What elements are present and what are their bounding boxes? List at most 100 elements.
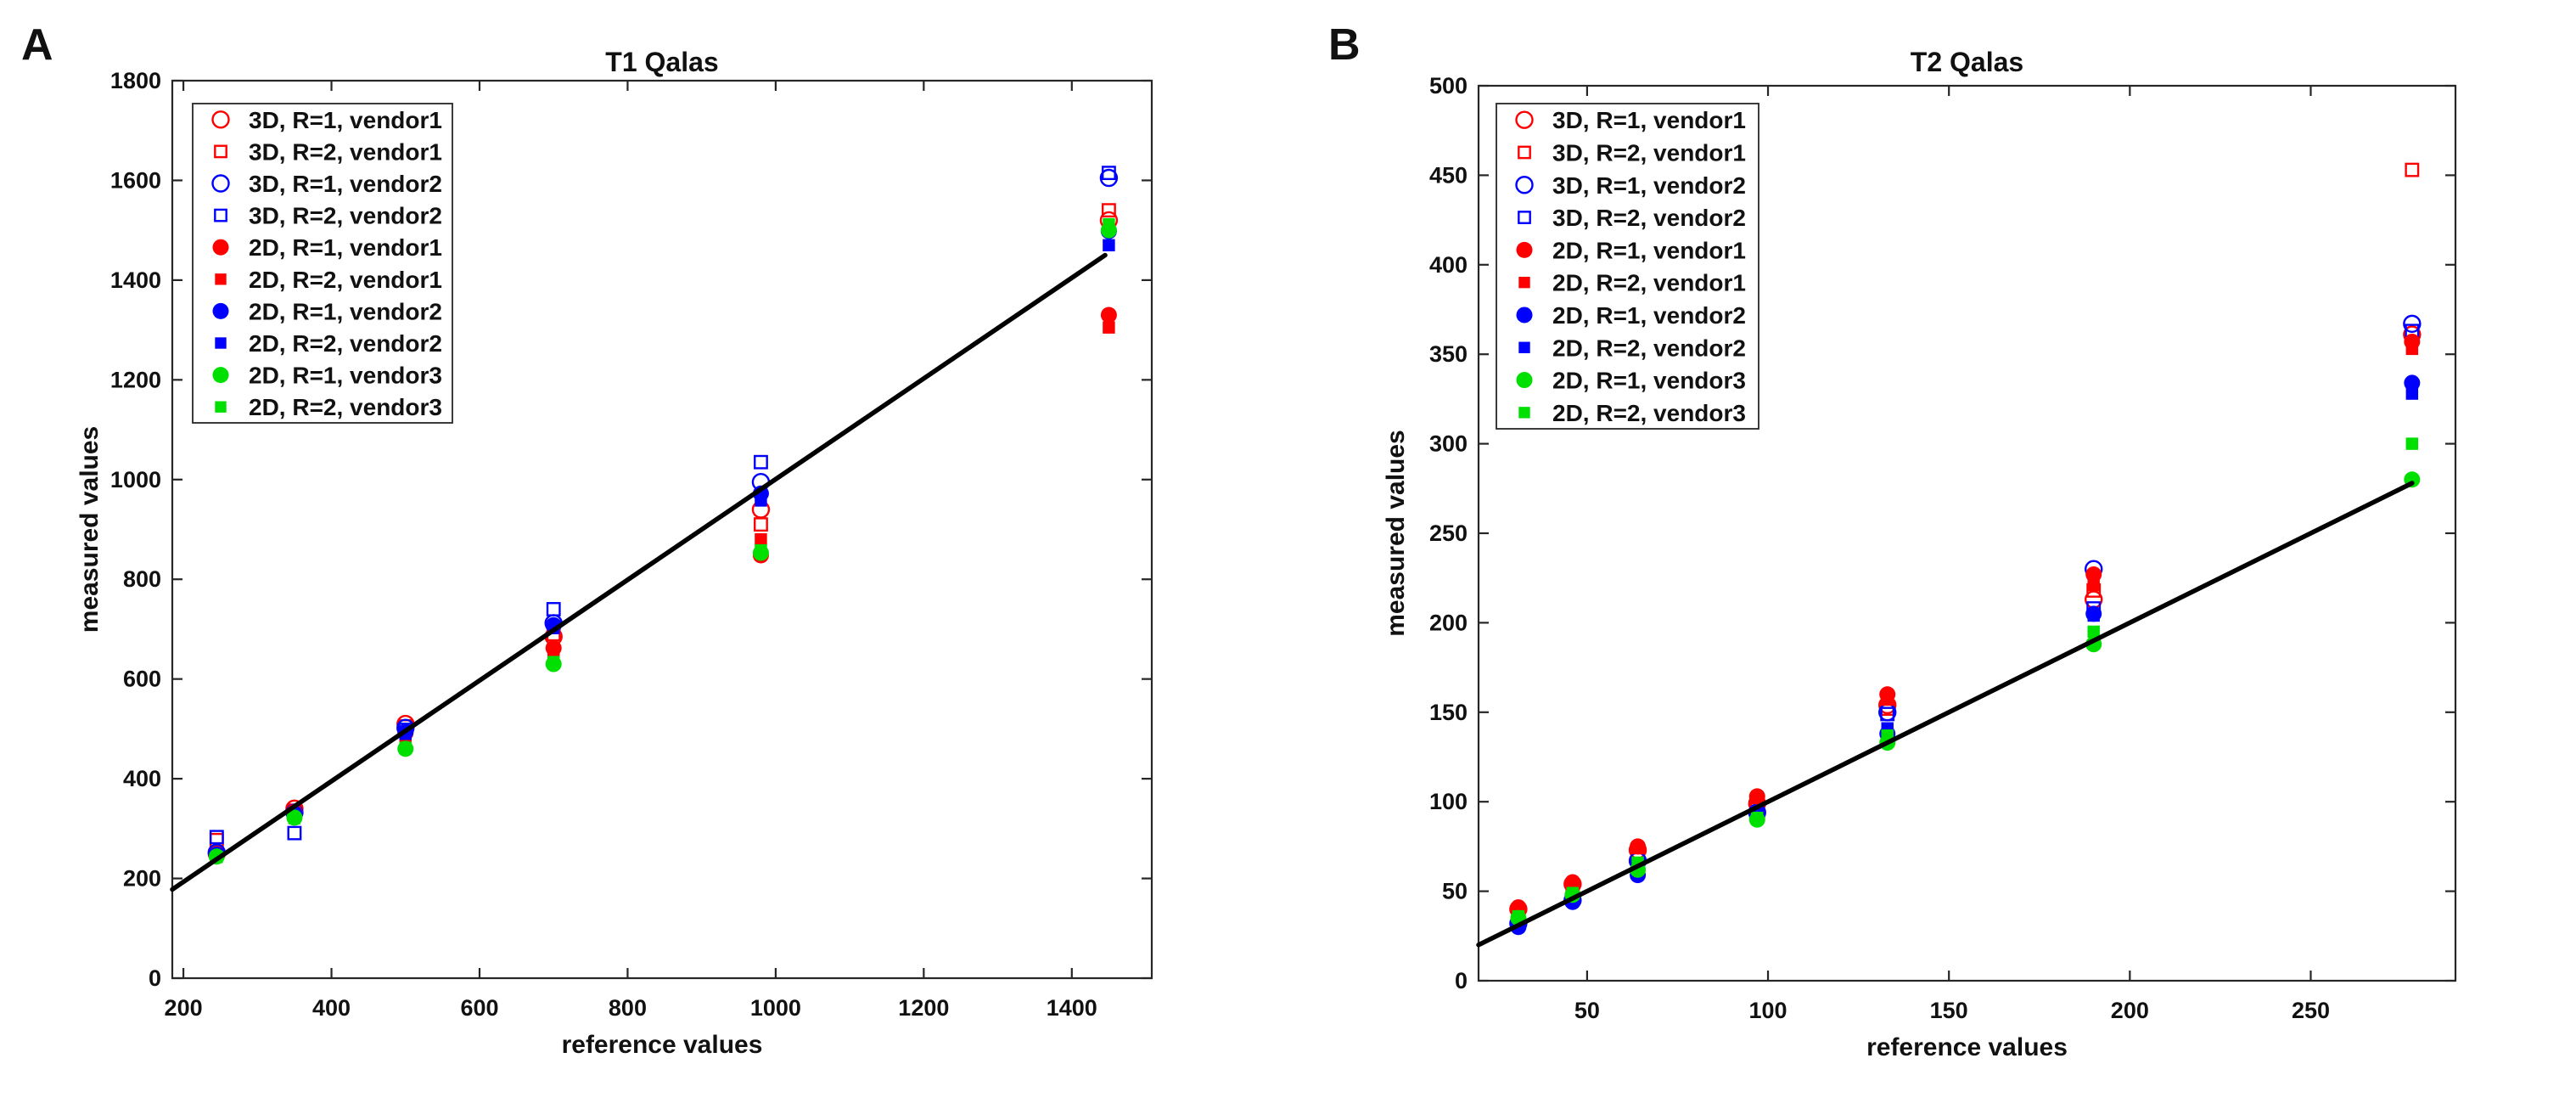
legend-marker-filled-circle [212,367,229,384]
legend-item: 2D, R=1, vendor1 [1516,237,1746,263]
data-point [1100,307,1117,324]
series-2d-r-1-vendor3 [1510,471,2421,926]
y-tick-label: 200 [1429,610,1468,635]
legend-item: 2D, R=1, vendor2 [212,298,442,324]
x-tick-label: 200 [2111,998,2149,1023]
data-point [2087,578,2100,592]
data-point [287,825,302,841]
legend-item-label: 2D, R=2, vendor2 [249,330,442,357]
data-point [209,830,224,845]
x-tick-label: 100 [1749,998,1787,1023]
y-tick-label: 200 [123,866,161,892]
legend: 3D, R=1, vendor1 3D, R=2, vendor1 3D, R=1,… [1496,103,1759,430]
legend-item: 3D, R=1, vendor1 [211,107,442,133]
data-point [1103,239,1115,252]
legend-marker-filled-square [215,273,227,285]
y-axis-label: measured values [1382,430,1410,636]
legend-item-label: 2D, R=1, vendor2 [249,298,442,324]
y-tick-label: 50 [1442,879,1468,904]
data-point [2405,437,2419,450]
data-point [2405,342,2419,356]
data-point [2085,566,2102,582]
legend-marker-filled-square [215,337,227,349]
y-tick-label: 1200 [110,367,161,392]
data-point [399,741,412,754]
legend-marker-filled-circle [1516,372,1533,389]
legend-marker-filled-square [1518,341,1530,353]
data-point [2405,162,2420,177]
legend-item: 2D, R=2, vendor3 [215,394,442,420]
data-point [1751,811,1764,824]
data-point [1103,217,1115,231]
legend-marker-open-circle [211,110,230,129]
legend-marker-filled-circle [212,239,229,256]
legend-item-label: 2D, R=1, vendor2 [1552,302,1746,329]
legend-item: 3D, R=2, vendor1 [214,138,442,165]
series-2d-r-2-vendor2 [1512,387,2419,931]
legend-item: 3D, R=1, vendor2 [211,171,442,197]
y-tick-label: 1000 [110,467,161,492]
x-axis-label: reference values [562,1031,763,1059]
legend-item-label: 3D, R=2, vendor1 [249,138,442,165]
legend-marker-filled-square [215,401,227,413]
legend-item-label: 2D, R=2, vendor3 [249,394,442,420]
legend-marker-filled-square [1518,276,1530,289]
legend-item-label: 3D, R=2, vendor2 [1552,205,1746,231]
legend-item: 2D, R=1, vendor3 [212,363,442,389]
y-tick-label: 150 [1429,700,1468,725]
legend-item-label: 2D, R=1, vendor3 [1552,368,1746,394]
panel-letter: A [21,20,53,70]
y-tick-label: 0 [149,965,161,991]
legend-item-label: 3D, R=2, vendor2 [249,203,442,229]
x-tick-label: 1000 [750,995,801,1021]
x-tick-label: 400 [312,995,351,1021]
legend-item-label: 3D, R=1, vendor2 [249,171,442,197]
x-tick-label: 250 [2292,998,2330,1023]
y-tick-label: 800 [123,566,161,592]
legend-item-label: 2D, R=2, vendor2 [1552,335,1746,361]
legend-item-label: 2D, R=1, vendor1 [1552,237,1746,263]
legend-marker-open-circle [211,174,230,193]
legend-item-label: 3D, R=1, vendor1 [249,107,442,133]
data-point [2403,314,2422,334]
data-point [754,517,768,532]
legend-item-label: 2D, R=1, vendor3 [249,363,442,389]
legend-item: 3D, R=2, vendor2 [214,203,442,229]
legend-item-label: 3D, R=2, vendor1 [1552,139,1746,166]
legend-marker-open-circle [1515,176,1534,194]
plot-title: T2 Qalas [1911,47,2023,77]
y-tick-label: 450 [1429,162,1468,188]
data-point [1101,203,1116,218]
legend-marker-filled-circle [1516,241,1533,258]
x-tick-label: 1400 [1047,995,1097,1021]
y-tick-label: 500 [1429,73,1468,98]
legend-marker-open-circle [1515,110,1534,129]
data-point [1880,706,1895,722]
data-point [1751,791,1764,805]
y-tick-label: 1400 [110,267,161,293]
y-tick-label: 1600 [110,167,161,193]
legend-box [192,103,453,424]
legend-marker-open-square [1518,211,1531,224]
x-tick-label: 200 [165,995,203,1021]
legend-item: 3D, R=2, vendor1 [1518,139,1746,166]
plot-title: T1 Qalas [605,47,718,77]
fit-line [170,252,1108,892]
x-tick-label: 1200 [898,995,949,1021]
legend-item: 2D, R=1, vendor1 [212,234,442,261]
plot-box [171,79,1153,980]
data-point [755,494,767,507]
y-axis-label: measured values [76,426,104,633]
legend-item-label: 3D, R=1, vendor2 [1552,172,1746,199]
legend-item: 2D, R=2, vendor2 [1518,335,1746,361]
legend: 3D, R=1, vendor1 3D, R=2, vendor1 3D, R=1,… [192,103,453,424]
y-tick-label: 300 [1429,431,1468,457]
legend-item-label: 2D, R=2, vendor1 [249,267,442,293]
data-point [1101,166,1116,181]
data-point [2405,387,2419,400]
data-point [1512,909,1525,923]
legend-item: 2D, R=2, vendor1 [215,267,442,293]
legend-marker-open-square [214,144,227,159]
data-point [1103,321,1115,334]
